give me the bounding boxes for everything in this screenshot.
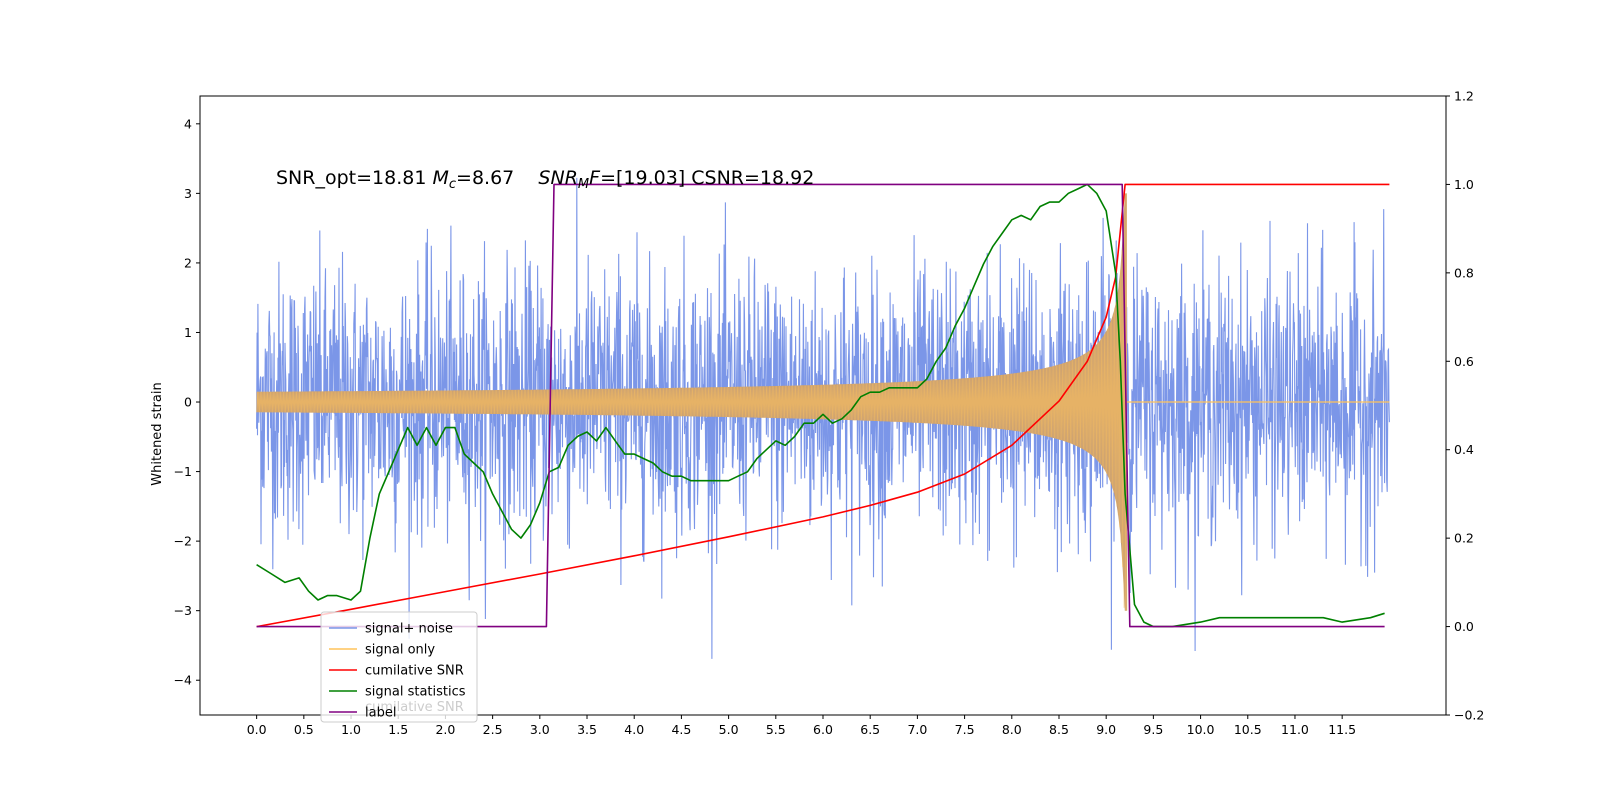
title-snr-opt: SNR_opt=18.81 — [276, 167, 432, 189]
x-tick-label: 5.0 — [719, 722, 739, 737]
signal-noise-series — [256, 177, 1390, 659]
x-tick-label: 9.5 — [1143, 722, 1163, 737]
y2-tick-label: 0.4 — [1454, 442, 1474, 457]
y-tick-label: 4 — [184, 116, 192, 131]
y-tick-label: −1 — [174, 464, 192, 479]
cumilative-snr-line — [256, 183, 1390, 628]
x-tick-label: 3.0 — [530, 722, 550, 737]
y-axis-left: −4 −3 −2 −1 0 1 2 3 4 — [174, 116, 200, 688]
legend: cumilative SNR signal+ noise signal only c… — [320, 611, 478, 723]
x-tick-label: 10.5 — [1234, 722, 1262, 737]
title-mc-value: =8.67 — [456, 167, 538, 189]
legend-label: cumilative SNR — [365, 664, 464, 679]
legend-label: signal statistics — [365, 685, 466, 700]
x-tick-label: 2.5 — [483, 722, 503, 737]
x-tick-label: 0.5 — [294, 722, 314, 737]
y-tick-label: −3 — [174, 603, 192, 618]
title-snrmf-f: F — [589, 167, 601, 189]
y2-tick-label: −0.2 — [1454, 708, 1484, 723]
y-tick-label: −2 — [174, 534, 192, 549]
legend-label: signal+ noise — [365, 622, 453, 637]
x-tick-label: 4.5 — [671, 722, 691, 737]
y-tick-label: 0 — [184, 395, 192, 410]
y-axis-label: Whitened strain — [150, 382, 165, 485]
signal-statistics-line — [256, 183, 1385, 628]
signal-noise-line — [256, 177, 1390, 659]
legend-box — [320, 611, 478, 723]
x-tick-label: 6.5 — [860, 722, 880, 737]
title-snrmf-sub: M — [578, 177, 589, 192]
y2-tick-label: 0.2 — [1454, 531, 1474, 546]
legend-ghost-text: cumilative SNR — [365, 700, 464, 715]
y2-tick-label: 1.2 — [1454, 89, 1474, 104]
x-tick-label: 1.0 — [341, 722, 361, 737]
y-tick-label: −4 — [174, 673, 192, 688]
title-mc-sub: c — [449, 177, 456, 192]
x-tick-label: 8.5 — [1049, 722, 1069, 737]
y-tick-label: 1 — [184, 325, 192, 340]
title-snrmf-value: =[19.03] CSNR=18.92 — [600, 167, 814, 189]
y-tick-label: 3 — [184, 186, 192, 201]
line-series-group — [256, 183, 1390, 628]
x-tick-label: 7.0 — [907, 722, 927, 737]
x-axis: 0.0 0.5 1.0 1.5 2.0 2.5 3.0 3.5 4.0 4.5 5.0 5.5 6.0 6… — [247, 715, 1356, 737]
x-tick-label: 11.0 — [1281, 722, 1309, 737]
x-tick-label: 6.0 — [813, 722, 833, 737]
title-mc-symbol: M — [432, 167, 448, 189]
y2-tick-label: 0.0 — [1454, 619, 1474, 634]
label-line — [256, 183, 1385, 628]
x-tick-label: 0.0 — [247, 722, 267, 737]
y2-tick-label: 0.8 — [1454, 265, 1474, 280]
x-tick-label: 3.5 — [577, 722, 597, 737]
x-tick-label: 9.0 — [1096, 722, 1116, 737]
x-tick-label: 8.0 — [1002, 722, 1022, 737]
x-tick-label: 5.5 — [766, 722, 786, 737]
chart-title: SNR_opt=18.81 Mc=8.67 SNRMF=[19.03] CSNR… — [276, 167, 814, 192]
legend-label: signal only — [365, 643, 435, 658]
x-tick-label: 11.5 — [1328, 722, 1356, 737]
x-tick-label: 7.5 — [955, 722, 975, 737]
title-snrmf-symbol: SNR — [538, 167, 577, 189]
signal-only-series — [256, 193, 1390, 611]
x-tick-label: 10.0 — [1187, 722, 1215, 737]
y-tick-label: 2 — [184, 255, 192, 270]
x-tick-label: 1.5 — [388, 722, 408, 737]
x-tick-label: 4.0 — [624, 722, 644, 737]
x-tick-label: 2.0 — [435, 722, 455, 737]
y2-tick-label: 1.0 — [1454, 177, 1474, 192]
legend-label: label — [365, 706, 396, 721]
y2-tick-label: 0.6 — [1454, 354, 1474, 369]
y-axis-right: −0.2 0.0 0.2 0.4 0.6 0.8 1.0 1.2 — [1446, 89, 1484, 723]
signal-only-line — [256, 193, 1128, 611]
